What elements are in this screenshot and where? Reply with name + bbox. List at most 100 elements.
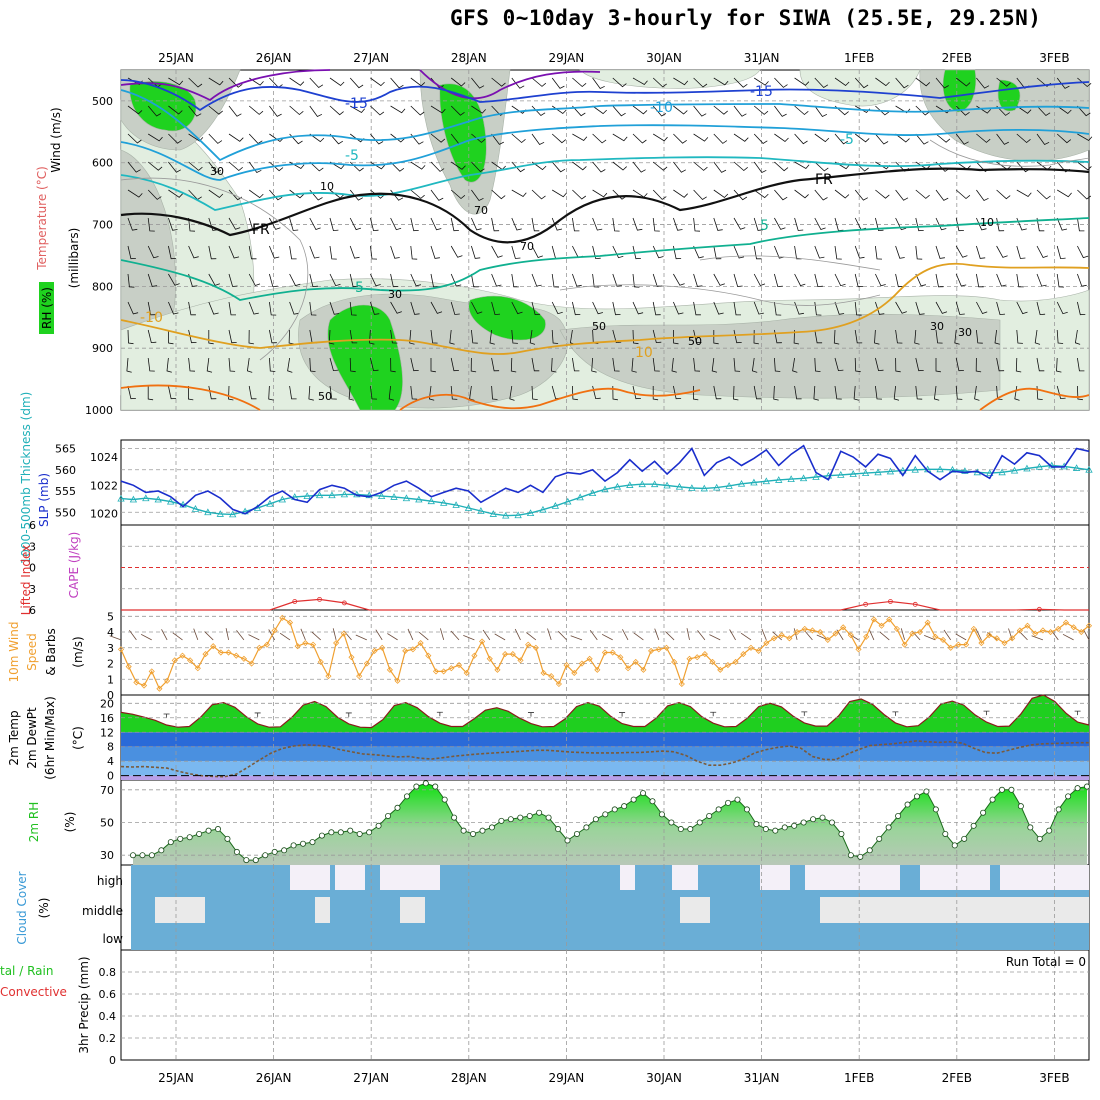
cloud-level-label: middle (82, 904, 123, 918)
cloud-mid-clear (315, 897, 330, 923)
slp-tick-label: 1020 (90, 508, 118, 521)
wind-barb (976, 273, 984, 288)
wind-barb (875, 217, 884, 232)
wind-barb (1077, 385, 1083, 401)
wind-barb (208, 217, 218, 231)
thickness-point (588, 489, 597, 497)
wind10m-point (1001, 639, 1008, 647)
wind-barb (206, 357, 213, 373)
wind-barb (127, 301, 139, 315)
wind10m-barb (589, 629, 598, 641)
rh2m-point (394, 804, 401, 811)
ylabel-rh: RH (%) (40, 287, 54, 329)
rh2m-point (630, 796, 637, 803)
wind-barb (349, 217, 362, 231)
wind10m-point (555, 680, 562, 688)
wind10m-barb (547, 628, 552, 641)
wind-barb (794, 161, 810, 170)
wind-barb (147, 301, 156, 316)
wind10m-point (402, 647, 409, 654)
wind10m-point (140, 682, 148, 689)
rh2m-point (1036, 835, 1043, 842)
wind-barb (592, 273, 600, 288)
wind10m-point (824, 636, 831, 643)
wind-barb (895, 133, 910, 143)
wind-barb (208, 161, 222, 173)
thickness-point (675, 482, 684, 490)
wind-barb (794, 133, 808, 145)
rh2m-point (300, 840, 307, 847)
wind-barb (792, 357, 798, 373)
wind-barb (430, 105, 446, 114)
wind10m-barb (955, 633, 967, 641)
wind-barb (187, 385, 194, 401)
wind-barb (1016, 245, 1026, 259)
wind-barb (1036, 245, 1048, 258)
thickness-point (452, 501, 460, 508)
thickness-point (303, 492, 311, 499)
wind-barb (976, 133, 991, 143)
wind-barb (1077, 105, 1091, 117)
wind-barb (834, 77, 850, 87)
wind-barb (834, 245, 842, 260)
wind-barb (188, 245, 199, 259)
thickness-point (1023, 464, 1031, 472)
wind-barb (673, 133, 687, 144)
wind-barb (774, 105, 787, 117)
wind-barb (733, 245, 745, 259)
wind-barb (228, 385, 234, 401)
thickness-point (564, 497, 572, 505)
wind-barb (491, 189, 506, 200)
wind-barb (976, 77, 990, 89)
wind10m-point (210, 643, 217, 650)
wind-barb (713, 245, 722, 260)
wind10m-point (671, 658, 678, 666)
wind10m-point (1016, 627, 1023, 634)
li-point (912, 601, 918, 607)
wind-barb (632, 385, 641, 400)
rh2m-point (904, 801, 911, 808)
wind-barb (390, 105, 406, 114)
rh2m-point (753, 821, 760, 828)
precip-tick-label: 0.4 (99, 1010, 117, 1023)
wind-barb (854, 77, 869, 89)
thickness-point (166, 497, 175, 505)
rh2m-point (262, 852, 269, 859)
thickness-point (948, 465, 957, 473)
dewpt-band (121, 761, 1089, 776)
wind10m-barb (450, 630, 460, 641)
wind-barb (875, 245, 883, 260)
wind-barb (711, 357, 718, 373)
thickness-point (626, 481, 634, 488)
wind-barb (592, 217, 603, 231)
wind-barb (228, 357, 236, 372)
wind-barb (269, 273, 278, 288)
wind-barb (733, 77, 748, 88)
rh2m-point (1084, 783, 1091, 790)
wind-barb (1077, 273, 1087, 287)
wind-barb (1015, 357, 1022, 373)
li-point (341, 600, 347, 606)
wind-barb (854, 217, 867, 231)
thickness-point (787, 475, 795, 482)
wind10m-point (939, 636, 947, 643)
wind-barb (875, 77, 890, 87)
wind-barb (935, 273, 944, 288)
wind-barb (1056, 77, 1070, 89)
wind-barb (289, 301, 299, 315)
wind-barb (289, 189, 304, 199)
wind-barb (450, 105, 465, 116)
wind-barb (794, 273, 806, 287)
wind10m-point (425, 652, 432, 659)
wind-barb (854, 245, 865, 259)
temperature-contour (120, 167, 1090, 244)
wind10m-point (379, 644, 386, 651)
rh2m-point (913, 793, 920, 800)
wind-barb (875, 273, 886, 287)
contour-label: -10 (140, 310, 163, 326)
wind-barb (349, 301, 357, 316)
wind10m-barb (387, 633, 398, 641)
wind10m-point (886, 616, 893, 623)
pressure-tick-label: 900 (92, 342, 113, 355)
rh-contour-label: 10 (980, 216, 994, 229)
